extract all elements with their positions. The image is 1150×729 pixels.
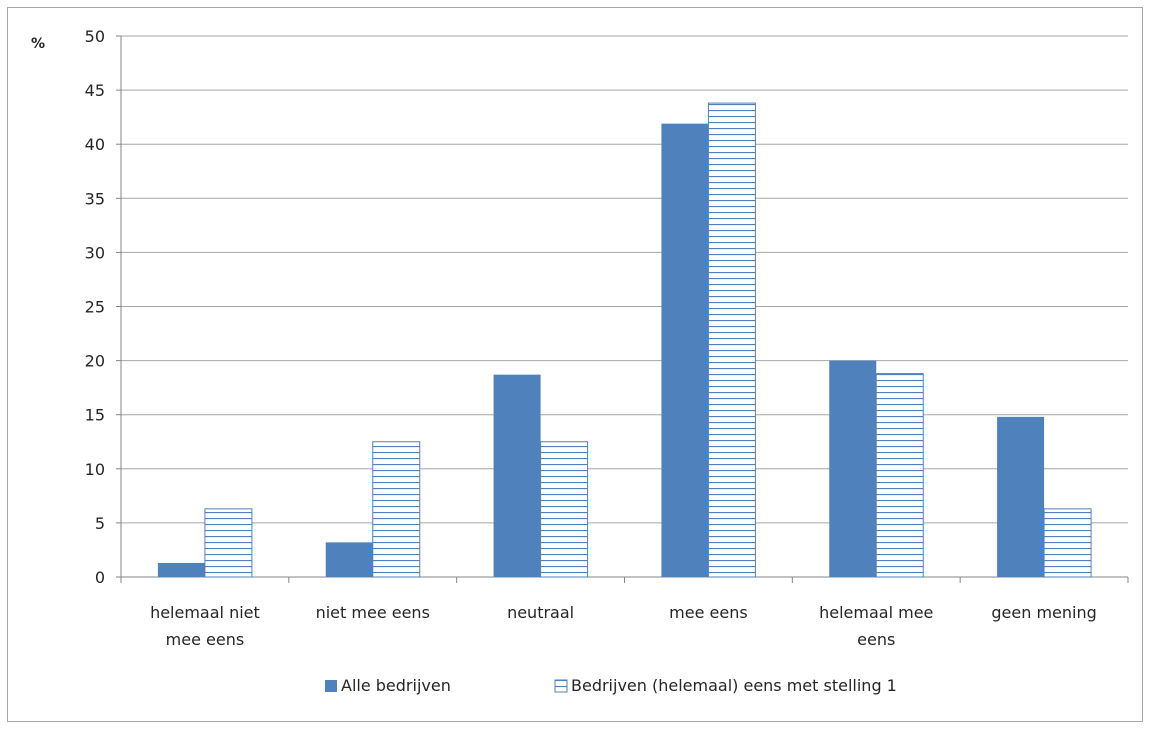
bar-alle-bedrijven [661,123,709,577]
legend: Alle bedrijven Bedrijven (helemaal) eens … [325,676,897,695]
bar-alle-bedrijven [997,416,1045,577]
x-tick-label: helemaal mee [819,603,933,622]
bar-alle-bedrijven [493,374,541,577]
axes [116,35,1129,583]
chart-frame: 0 5 10 15 20 25 30 35 40 45 50% helemaal niet mee ee… [7,7,1143,722]
y-tick-label: 20 [85,352,105,371]
y-tick-label: 10 [85,460,105,479]
y-tick-label: 15 [85,406,105,425]
bar-bedrijven-eens [540,441,589,578]
gridlines [121,35,1128,524]
y-tick-label: 50 [85,27,105,46]
x-tick-label: niet mee eens [316,603,430,622]
x-tick-label: helemaal niet [150,603,260,622]
x-tick-label: geen mening [991,603,1096,622]
legend-swatch [554,679,568,693]
y-tick-label: 40 [85,135,105,154]
x-tick-label: neutraal [507,603,574,622]
bar-alle-bedrijven [157,562,205,577]
legend-label: Bedrijven (helemaal) eens met stelling 1 [571,676,897,695]
x-tick-label: mee eens [166,630,245,649]
bar-chart: 0 5 10 15 20 25 30 35 40 45 50% helemaal niet mee ee… [31,27,1129,695]
bar-alle-bedrijven [829,360,877,577]
legend-label: Alle bedrijven [341,676,451,695]
x-tick-label: eens [857,630,895,649]
y-tick-label: 30 [85,243,105,262]
bar-bedrijven-eens [204,508,253,578]
y-unit-label: % [31,36,45,52]
bars [157,102,1092,578]
bar-bedrijven-eens [372,441,421,578]
legend-swatch [325,680,337,692]
bar-bedrijven-eens [875,373,924,578]
y-tick-label: 35 [85,189,105,208]
bar-bedrijven-eens [707,102,756,578]
y-tick-label: 25 [85,298,105,317]
y-tick-label: 45 [85,81,105,100]
labels: 0 5 10 15 20 25 30 35 40 45 50% helemaal niet mee ee… [31,27,1097,649]
x-tick-label: mee eens [669,603,748,622]
y-tick-label: 0 [95,568,105,587]
y-tick-label: 5 [95,514,105,533]
bar-bedrijven-eens [1043,508,1092,578]
bar-alle-bedrijven [325,542,373,577]
